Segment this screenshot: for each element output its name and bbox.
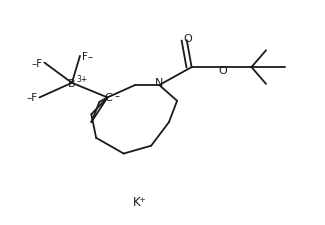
Text: F–: F– <box>82 52 93 62</box>
Text: –: – <box>114 90 119 100</box>
Text: –F: –F <box>32 58 43 68</box>
Text: O: O <box>218 65 227 75</box>
Text: –F: –F <box>27 93 38 103</box>
Text: K⁺: K⁺ <box>133 196 147 208</box>
Text: O: O <box>184 34 192 44</box>
Text: C: C <box>104 93 112 103</box>
Text: 3+: 3+ <box>76 75 87 84</box>
Text: B: B <box>68 79 76 88</box>
Text: N: N <box>155 78 163 88</box>
